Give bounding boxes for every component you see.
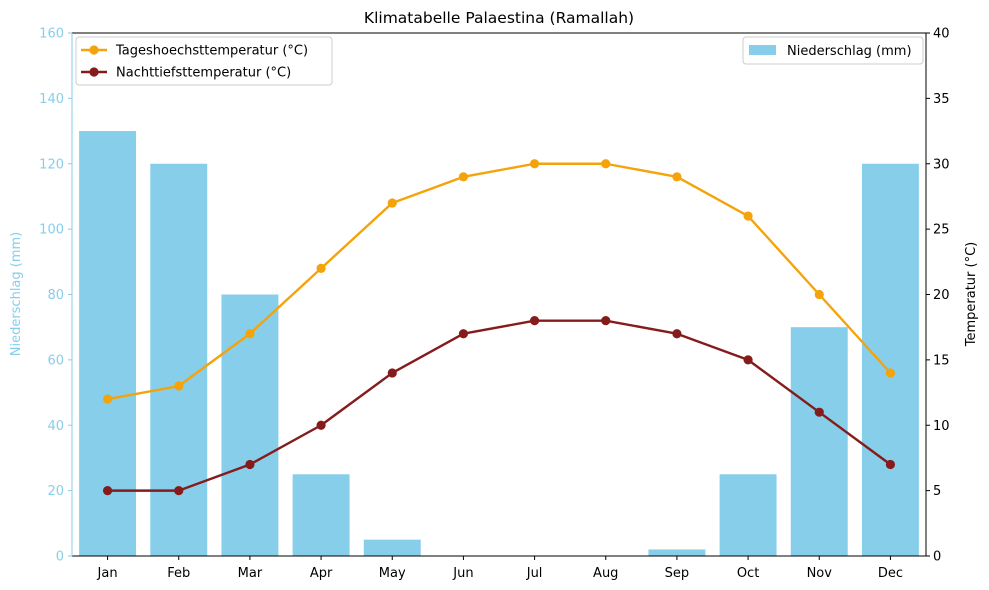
right-tick-label: 20 [933, 288, 950, 303]
chart-title: Klimatabelle Palaestina (Ramallah) [364, 9, 634, 27]
right-tick-label: 35 [933, 92, 950, 107]
left-axis-label: Niederschlag (mm) [9, 232, 24, 357]
left-tick-label: 40 [47, 419, 64, 434]
legend-temp-box [75, 36, 333, 86]
x-tick-label-aug: Aug [593, 566, 618, 581]
precip-bar-apr [292, 474, 350, 556]
x-tick-label-jul: Jul [526, 566, 543, 581]
left-tick-label: 20 [47, 484, 64, 499]
precip-bar-jan [79, 131, 137, 556]
left-tick-label: 0 [56, 550, 64, 565]
legend-precip-box [742, 36, 924, 65]
temp-point-1-may [387, 368, 397, 378]
temp-point-1-mar [245, 459, 255, 470]
temp-point-1-nov [814, 407, 824, 417]
legend-precipitation: Niederschlag (mm) [742, 36, 924, 65]
temp-point-1-sep [672, 329, 682, 339]
temp-point-1-oct [743, 355, 753, 365]
temp-line-0 [107, 162, 892, 401]
right-tick-label: 10 [933, 419, 950, 434]
axes: 0 20 40 60 80 100 120 140 160 0 5 10 15 20 25 30 35 40 Jan… [39, 27, 949, 582]
right-tick-label: 30 [933, 157, 950, 172]
precip-bar-feb [150, 163, 208, 556]
x-tick-label-jun: Jun [452, 566, 473, 581]
precip-bar-dec [861, 163, 919, 556]
left-tick-label: 120 [39, 157, 64, 172]
temp-point-0-jan [102, 394, 113, 404]
right-tick-label: 40 [933, 27, 950, 42]
legend-temp-label-1: Nachttiefsttemperatur (°C) [116, 66, 291, 81]
x-tick-label-feb: Feb [167, 566, 190, 581]
left-tick-label: 80 [47, 288, 64, 303]
temp-point-0-jul [529, 159, 540, 169]
temp-point-0-oct [743, 211, 753, 221]
temp-point-0-dec [885, 368, 896, 378]
legend-precip-label: Niederschlag (mm) [787, 44, 912, 59]
legend-temperature: Tageshoechsttemperatur (°C) Nachttiefstte… [75, 36, 333, 86]
right-tick-label: 15 [933, 353, 950, 368]
legend-precip-swatch [749, 45, 776, 55]
x-tick-label-may: May [379, 566, 406, 581]
temp-point-1-jun [458, 329, 469, 339]
temp-point-0-mar [245, 329, 255, 339]
legend-temp-marker-0 [89, 45, 99, 55]
temp-point-0-apr [316, 263, 326, 273]
right-tick-label: 5 [933, 484, 941, 499]
temp-point-0-nov [814, 289, 824, 300]
x-tick-label-mar: Mar [238, 566, 263, 581]
precipitation-bars [79, 131, 919, 556]
x-tick-label-apr: Apr [310, 566, 333, 581]
temp-point-1-apr [316, 420, 326, 430]
temp-point-1-aug [601, 316, 611, 326]
legend-temp-marker-1 [89, 67, 99, 77]
x-tick-label-nov: Nov [807, 566, 833, 581]
precip-bar-nov [790, 327, 848, 556]
left-tick-label: 140 [39, 92, 64, 107]
left-tick-label: 160 [39, 27, 64, 42]
right-tick-label: 0 [933, 550, 941, 565]
temperature-lines [102, 159, 896, 496]
precip-bar-sep [648, 549, 706, 556]
precip-bar-may [363, 539, 421, 556]
left-tick-label: 60 [47, 353, 64, 368]
right-axis-label: Temperatur (°C) [964, 242, 979, 348]
temp-point-0-aug [601, 159, 611, 169]
temp-point-1-jan [102, 486, 113, 496]
x-tick-label-dec: Dec [878, 566, 903, 581]
x-tick-label-oct: Oct [737, 566, 759, 581]
temp-point-1-dec [885, 459, 896, 470]
left-tick-label: 100 [39, 223, 64, 238]
temp-point-0-may [387, 198, 397, 208]
temp-point-1-feb [174, 486, 184, 496]
temp-point-1-jul [529, 316, 540, 326]
precip-bar-oct [719, 474, 777, 556]
legend-temp-label-0: Tageshoechsttemperatur (°C) [115, 44, 308, 59]
temp-point-0-feb [174, 381, 184, 391]
temp-point-0-jun [458, 172, 469, 182]
temp-line-1 [107, 319, 892, 492]
right-tick-label: 25 [933, 223, 950, 238]
temp-point-0-sep [672, 172, 682, 182]
x-tick-label-jan: Jan [97, 566, 118, 581]
x-tick-label-sep: Sep [665, 566, 690, 581]
